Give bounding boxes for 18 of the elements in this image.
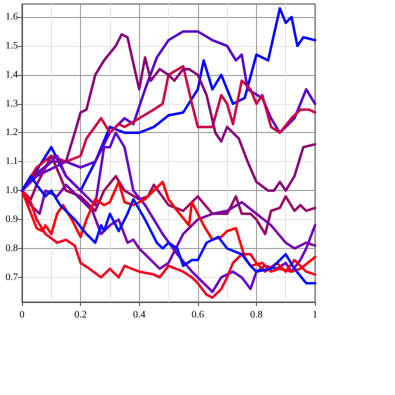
- y-tick-label: 1.5: [6, 40, 18, 52]
- x-tick-label: 0.8: [250, 310, 263, 320]
- x-tick-label: 1: [312, 310, 318, 320]
- y-tick-label: 1.2: [6, 127, 18, 138]
- y-tick-label: 1.1: [6, 156, 18, 168]
- y-tick-label: 1.6: [6, 12, 18, 23]
- x-tick-label: 0.6: [192, 310, 204, 320]
- y-tick-label: 1.0: [6, 185, 18, 196]
- x-tick-label: 0: [20, 310, 24, 320]
- y-tick-label: 0.9: [6, 214, 18, 226]
- y-tick-label: 1.3: [6, 98, 18, 110]
- y-tick-label: 1.4: [6, 69, 18, 80]
- line-series: [20, 174, 316, 284]
- y-tick-label: 0.8: [6, 242, 18, 254]
- y-tick-label: 0.7: [6, 272, 18, 283]
- x-tick-label: 0.4: [132, 310, 146, 320]
- x-tick-label: 0.2: [74, 310, 87, 320]
- line-series: [20, 189, 316, 299]
